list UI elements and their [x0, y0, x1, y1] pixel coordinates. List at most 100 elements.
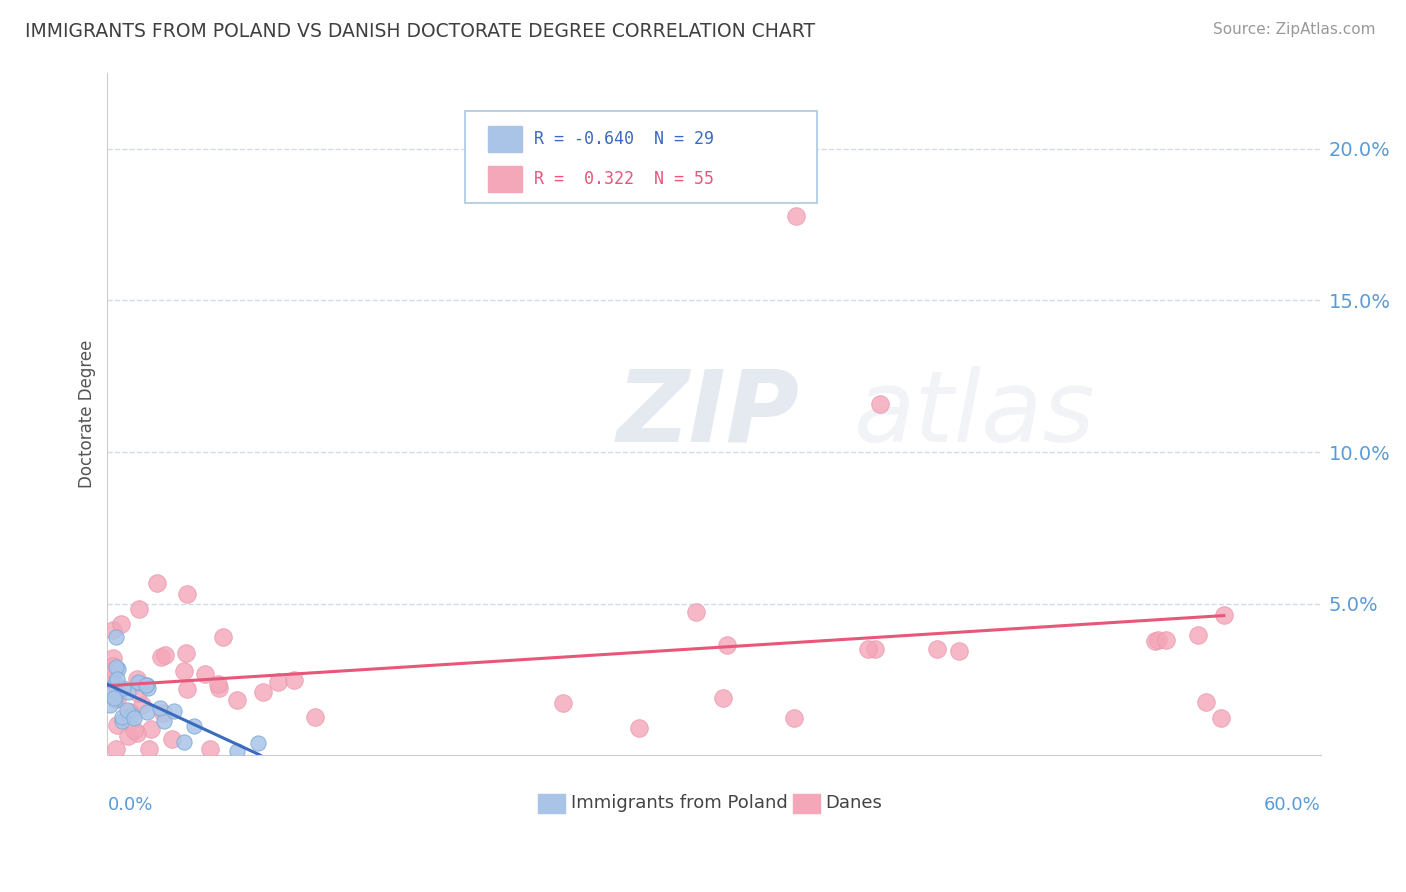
- Point: [111, 714, 134, 729]
- Text: IMMIGRANTS FROM POLAND VS DANISH DOCTORATE DEGREE CORRELATION CHART: IMMIGRANTS FROM POLAND VS DANISH DOCTORA…: [25, 22, 815, 41]
- Point: [948, 643, 970, 657]
- Text: Danes: Danes: [825, 794, 883, 812]
- Point: [225, 693, 247, 707]
- Point: [103, 664, 125, 678]
- Point: [104, 693, 127, 707]
- Point: [121, 707, 143, 722]
- Point: [869, 396, 891, 410]
- Bar: [488, 167, 522, 193]
- Point: [128, 601, 150, 615]
- Point: [103, 691, 125, 706]
- Point: [135, 677, 157, 691]
- Point: [117, 684, 139, 698]
- Point: [105, 718, 128, 732]
- Point: [111, 681, 134, 695]
- Point: [136, 681, 159, 696]
- Point: [304, 710, 326, 724]
- Point: [115, 703, 138, 717]
- Point: [1187, 627, 1209, 641]
- Point: [146, 576, 169, 591]
- Point: [110, 616, 132, 631]
- Point: [711, 691, 734, 706]
- Point: [105, 630, 128, 644]
- Text: atlas: atlas: [853, 366, 1095, 463]
- FancyBboxPatch shape: [465, 111, 817, 202]
- Point: [149, 649, 172, 664]
- Bar: [538, 794, 565, 813]
- Text: ZIP: ZIP: [617, 366, 800, 463]
- Point: [927, 642, 949, 657]
- Point: [117, 729, 139, 743]
- Point: [98, 698, 121, 713]
- Point: [152, 706, 174, 721]
- Point: [127, 686, 149, 700]
- Point: [111, 710, 134, 724]
- Text: Immigrants from Poland: Immigrants from Poland: [571, 794, 787, 812]
- Point: [105, 692, 128, 706]
- Point: [247, 736, 270, 750]
- Bar: [793, 794, 820, 813]
- Point: [153, 714, 176, 728]
- Y-axis label: Doctorate Degree: Doctorate Degree: [79, 340, 96, 488]
- Point: [136, 706, 159, 720]
- Point: [160, 731, 183, 746]
- Point: [125, 672, 148, 686]
- Point: [1144, 634, 1167, 648]
- Point: [149, 701, 172, 715]
- Text: 0.0%: 0.0%: [107, 797, 153, 814]
- Text: R =  0.322  N = 55: R = 0.322 N = 55: [534, 170, 714, 188]
- Point: [127, 675, 149, 690]
- Point: [176, 587, 198, 601]
- Point: [1212, 607, 1234, 622]
- Point: [685, 605, 707, 619]
- Point: [252, 685, 274, 699]
- Point: [128, 675, 150, 690]
- Point: [176, 682, 198, 697]
- Point: [551, 696, 574, 710]
- Point: [105, 672, 128, 686]
- Point: [103, 658, 125, 673]
- Point: [716, 638, 738, 652]
- Point: [162, 704, 184, 718]
- Point: [103, 651, 125, 665]
- Point: [139, 722, 162, 736]
- Point: [104, 676, 127, 690]
- Point: [107, 662, 129, 676]
- Point: [122, 723, 145, 737]
- Point: [1154, 632, 1177, 647]
- Bar: [488, 127, 522, 153]
- Point: [138, 742, 160, 756]
- Text: Source: ZipAtlas.com: Source: ZipAtlas.com: [1212, 22, 1375, 37]
- Point: [1211, 711, 1233, 725]
- Point: [628, 721, 651, 735]
- Point: [856, 642, 879, 657]
- Point: [105, 660, 128, 674]
- Point: [105, 742, 128, 756]
- Point: [103, 624, 125, 638]
- Point: [198, 742, 221, 756]
- Point: [1194, 695, 1216, 709]
- Point: [118, 705, 141, 719]
- Point: [173, 735, 195, 749]
- Point: [863, 642, 886, 657]
- Point: [208, 681, 231, 696]
- Point: [785, 209, 807, 223]
- Point: [122, 711, 145, 725]
- Text: R = -0.640  N = 29: R = -0.640 N = 29: [534, 130, 714, 148]
- Point: [183, 719, 205, 733]
- Point: [207, 677, 229, 691]
- Point: [283, 673, 305, 687]
- Point: [125, 725, 148, 739]
- Point: [131, 698, 153, 712]
- Point: [174, 646, 197, 660]
- Point: [267, 675, 290, 690]
- Point: [155, 648, 177, 662]
- Point: [211, 631, 233, 645]
- Point: [103, 676, 125, 690]
- Point: [98, 683, 121, 698]
- Point: [135, 678, 157, 692]
- Point: [226, 744, 249, 758]
- Point: [194, 667, 217, 681]
- Point: [173, 664, 195, 678]
- Point: [1147, 632, 1170, 647]
